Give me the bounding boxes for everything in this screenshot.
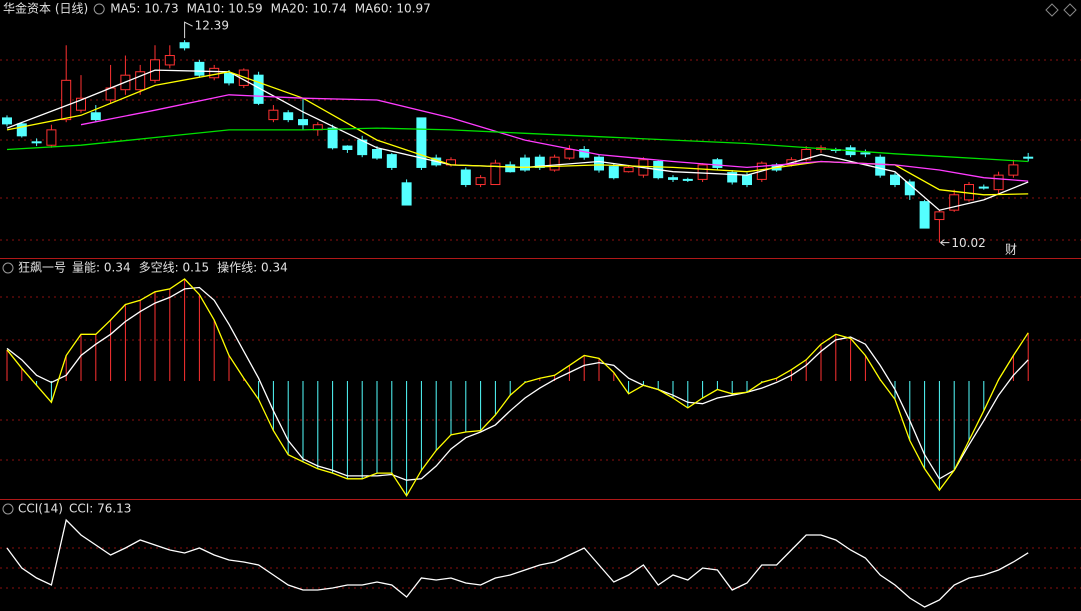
candle-body xyxy=(623,166,634,173)
panel-icon xyxy=(2,503,14,515)
line xyxy=(6,69,1029,211)
candle-body xyxy=(579,149,590,158)
legend-entry: MA60: 10.97 xyxy=(355,2,431,16)
candle-body xyxy=(90,112,101,121)
candle-body xyxy=(283,112,294,121)
line xyxy=(80,94,1029,182)
candle-body xyxy=(919,201,930,229)
candle-body xyxy=(742,174,752,186)
candle-body xyxy=(505,164,516,173)
min-label: 10.02 xyxy=(951,236,985,250)
candle-body xyxy=(712,159,723,168)
line xyxy=(6,286,1029,481)
candle-body xyxy=(253,74,264,104)
candle-body xyxy=(268,109,279,121)
badge: 财 xyxy=(1005,243,1017,257)
candle-body xyxy=(416,117,427,168)
max-label: 12.39 xyxy=(195,19,229,33)
legend-entry: MA5: 10.73 xyxy=(110,2,178,16)
candle-body xyxy=(564,149,575,159)
candle-body xyxy=(135,71,146,91)
legend-entry: 多空线: 0.15 xyxy=(139,261,210,275)
candle-body xyxy=(475,177,486,186)
candle-body xyxy=(61,79,72,121)
candle-body xyxy=(401,182,412,206)
candle-body xyxy=(697,164,708,180)
candle-body xyxy=(327,127,338,149)
legend-entry: CCI: 76.13 xyxy=(69,502,132,516)
panel-title: 狂飙一号 xyxy=(18,260,66,275)
candle-body xyxy=(682,178,693,181)
candle-body xyxy=(520,157,530,171)
candle-body xyxy=(978,186,989,189)
candle-body xyxy=(1008,164,1019,176)
candle-body xyxy=(801,149,812,161)
panel-title: 华金资本 (日线) xyxy=(3,1,88,16)
candle-body xyxy=(164,55,175,66)
legend-entry: 量能: 0.34 xyxy=(72,261,131,275)
candle-body xyxy=(549,156,560,171)
candle-body xyxy=(875,156,886,176)
legend-entry: MA10: 10.59 xyxy=(187,2,263,16)
candle-body xyxy=(490,162,501,186)
candle-body xyxy=(31,141,42,144)
candle-body xyxy=(16,123,27,137)
candle-body xyxy=(934,211,945,221)
line xyxy=(6,127,1029,163)
candle-body xyxy=(179,42,190,49)
candle-body xyxy=(386,154,397,168)
candle-body xyxy=(668,177,678,180)
annotation-line xyxy=(940,239,950,247)
panel-icon xyxy=(2,262,14,274)
candle-body xyxy=(727,172,738,183)
line xyxy=(6,71,1029,196)
candle-body xyxy=(209,67,220,79)
legend-entry: 操作线: 0.34 xyxy=(217,260,288,275)
candle-body xyxy=(194,61,205,76)
candle-body xyxy=(1023,156,1034,159)
candle-body xyxy=(993,174,1004,191)
annotation-line xyxy=(184,21,193,39)
candle-body xyxy=(76,97,86,111)
panel-icon xyxy=(93,3,105,15)
window-icon[interactable] xyxy=(1045,3,1059,17)
line xyxy=(6,278,1029,498)
candle-body xyxy=(890,174,900,186)
candle-body xyxy=(224,72,234,84)
panel-title: CCI(14) xyxy=(18,502,63,516)
legend-entry: MA20: 10.74 xyxy=(271,2,347,16)
candle-body xyxy=(298,119,308,126)
candle-body xyxy=(342,145,353,151)
candle-body xyxy=(372,149,382,159)
candle-body xyxy=(594,156,604,171)
candle-body xyxy=(860,152,871,155)
candle-body xyxy=(949,194,960,211)
candle-body xyxy=(46,129,57,146)
candle-body xyxy=(2,117,12,125)
candle-body xyxy=(460,169,471,186)
line xyxy=(6,518,1029,608)
window-icon[interactable] xyxy=(1063,3,1077,17)
candle-body xyxy=(608,166,619,179)
